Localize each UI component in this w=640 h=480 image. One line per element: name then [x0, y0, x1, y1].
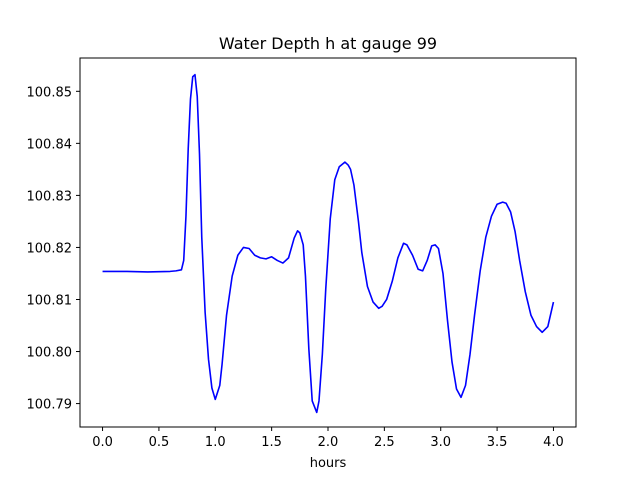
plot-area [102, 73, 555, 414]
y-tick-label: 100.85 [27, 85, 73, 100]
x-tick-label: 2.5 [374, 435, 395, 450]
x-tick-label: 3.5 [487, 435, 508, 450]
y-tick-label: 100.84 [27, 137, 73, 152]
y-tick-label: 100.81 [27, 293, 73, 308]
x-tick-label: 0.0 [92, 435, 113, 450]
x-tick-label: 4.0 [543, 435, 564, 450]
y-tick-label: 100.80 [27, 346, 73, 361]
chart-title: Water Depth h at gauge 99 [219, 34, 437, 53]
x-axis: 0.0 0.5 1.0 1.5 2.0 2.5 3.0 3.5 4.0 [92, 427, 564, 450]
x-axis-title: hours [310, 456, 347, 471]
x-tick-label: 1.0 [205, 435, 226, 450]
x-tick-label: 3.0 [430, 435, 451, 450]
series-line-1 [102, 73, 555, 414]
y-tick-label: 100.82 [27, 241, 73, 256]
x-tick-label: 1.5 [261, 435, 282, 450]
x-tick-label: 2.0 [318, 435, 339, 450]
x-tick-label: 0.5 [149, 435, 170, 450]
y-tick-label: 100.79 [27, 398, 73, 413]
y-tick-label: 100.83 [27, 189, 73, 204]
y-axis: 100.79 100.80 100.81 100.82 100.83 100.84 100.… [27, 85, 80, 413]
